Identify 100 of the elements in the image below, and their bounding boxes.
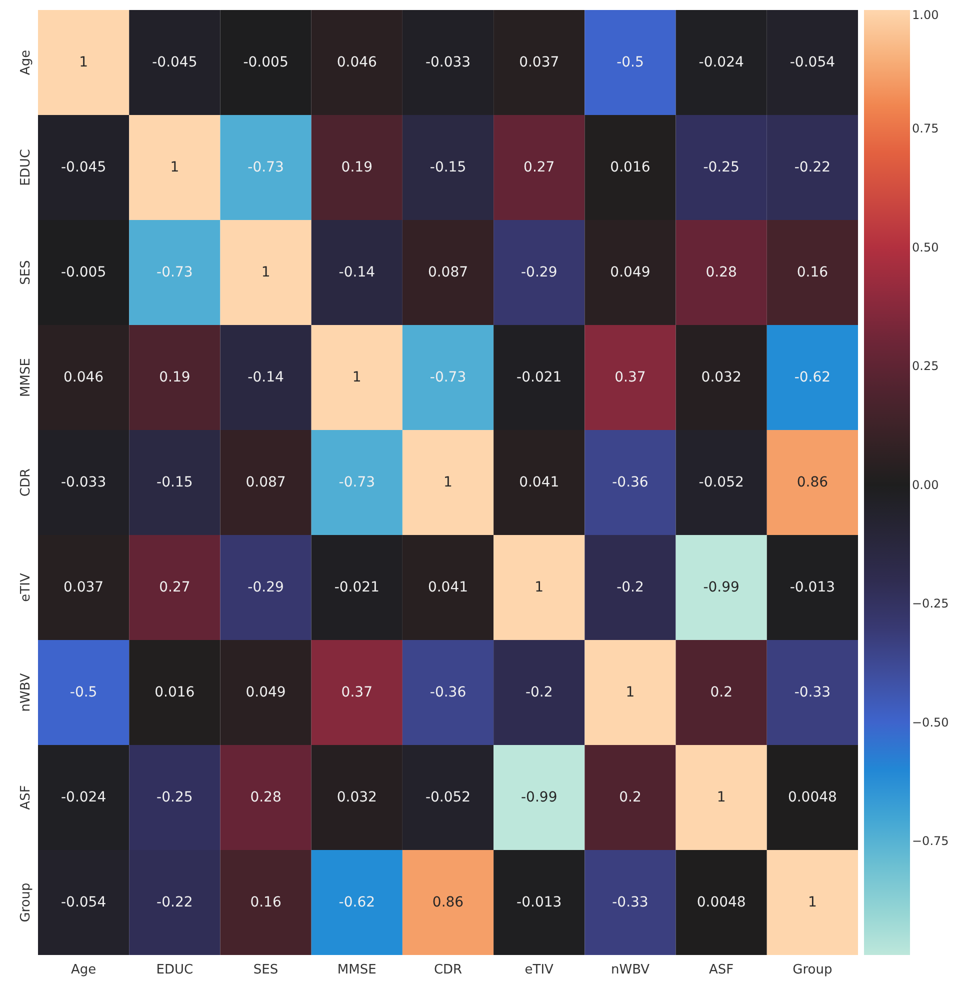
data-label: 0.087 <box>246 474 286 490</box>
data-label: -0.052 <box>425 790 471 806</box>
data-label: 0.0048 <box>788 790 837 806</box>
data-label: 0.19 <box>341 160 372 176</box>
y-tick-label: CDR <box>18 468 34 497</box>
data-label: 0.037 <box>64 580 104 596</box>
data-label: -0.25 <box>156 790 193 806</box>
data-label: 1 <box>170 160 180 176</box>
x-tick-label: ASF <box>709 962 734 978</box>
data-label: 1 <box>716 790 726 806</box>
data-label: -0.005 <box>243 54 288 70</box>
data-label: 0.2 <box>710 684 732 700</box>
data-label: 0.37 <box>341 684 372 700</box>
y-tick-label: Group <box>18 882 34 922</box>
x-tick-label: Group <box>792 962 832 978</box>
data-label: -0.22 <box>794 160 831 176</box>
data-label: 0.046 <box>64 370 104 386</box>
data-label: 1 <box>534 580 544 596</box>
data-label: 0.016 <box>610 160 650 176</box>
data-label: -0.005 <box>60 264 106 280</box>
data-label: 0.046 <box>336 54 378 70</box>
data-label: -0.73 <box>156 264 193 280</box>
y-tick-label: MMSE <box>18 358 34 397</box>
data-label: -0.25 <box>703 160 740 176</box>
data-label: 1 <box>444 474 452 490</box>
data-label: -0.021 <box>334 580 380 596</box>
data-label: -0.62 <box>794 370 831 386</box>
data-label: 0.049 <box>246 684 286 700</box>
data-label: 0.049 <box>610 264 650 280</box>
data-label: 0.037 <box>519 54 560 70</box>
data-label: -0.052 <box>698 474 744 490</box>
data-label: -0.14 <box>338 264 376 280</box>
data-label: -0.5 <box>616 54 644 70</box>
x-tick-label: MMSE <box>337 962 376 978</box>
data-label: -0.033 <box>425 54 471 70</box>
data-label: -0.33 <box>612 894 648 910</box>
y-tick-label: Age <box>18 50 34 76</box>
data-label: 0.28 <box>250 790 282 806</box>
data-label: 1 <box>261 264 270 280</box>
data-label: 0.28 <box>706 264 737 280</box>
x-tick-label: eTIV <box>524 962 554 978</box>
data-label: -0.73 <box>338 474 376 490</box>
data-label: 1 <box>352 370 362 386</box>
data-label: 0.19 <box>159 370 190 386</box>
data-label: 1 <box>79 54 88 70</box>
data-label: 0.0048 <box>696 894 746 910</box>
y-tick-label: SES <box>18 260 34 285</box>
data-label: 0.37 <box>614 370 646 386</box>
data-label: -0.013 <box>790 580 836 596</box>
color-bar-label: 0.50 <box>912 240 939 254</box>
color-bar-label: −0.75 <box>912 834 949 848</box>
data-label: -0.024 <box>60 790 106 806</box>
data-label: 0.16 <box>250 894 282 910</box>
x-tick-label: SES <box>253 962 278 978</box>
data-label: -0.29 <box>520 264 558 280</box>
data-label: -0.013 <box>516 894 562 910</box>
data-label: 0.016 <box>154 684 195 700</box>
data-label: -0.033 <box>60 474 106 490</box>
data-label: -0.73 <box>248 160 284 176</box>
data-label: 0.86 <box>796 474 828 490</box>
data-label: 0.032 <box>701 370 742 386</box>
y-tick-label: EDUC <box>18 149 34 186</box>
y-tick-label: nWBV <box>18 673 34 712</box>
data-label: 0.087 <box>428 264 468 280</box>
data-label: -0.045 <box>60 160 106 176</box>
data-label: 1 <box>626 684 635 700</box>
data-label: -0.14 <box>248 370 284 386</box>
data-label: -0.2 <box>616 580 644 596</box>
data-label: -0.62 <box>338 894 376 910</box>
data-label: -0.021 <box>516 370 562 386</box>
data-label: -0.29 <box>248 580 284 596</box>
color-bar-label: −0.50 <box>912 715 949 730</box>
data-label: -0.73 <box>430 370 466 386</box>
data-label: -0.15 <box>156 474 193 490</box>
data-label: 0.2 <box>619 790 642 806</box>
data-label: 0.041 <box>519 474 560 490</box>
data-label: -0.36 <box>612 474 648 490</box>
data-label: 0.16 <box>796 264 828 280</box>
color-bar-label: 0.75 <box>912 122 939 136</box>
x-tick-label: nWBV <box>610 962 650 978</box>
x-tick-label: CDR <box>434 962 462 978</box>
data-label: -0.2 <box>525 684 553 700</box>
data-label: -0.36 <box>430 684 466 700</box>
y-tick-label: ASF <box>18 785 34 810</box>
data-label: 0.86 <box>432 894 464 910</box>
data-label: -0.99 <box>703 580 740 596</box>
x-tick-label: EDUC <box>156 962 194 978</box>
data-label: 0.27 <box>524 160 555 176</box>
data-label: 0.27 <box>159 580 190 596</box>
y-tick-label: eTIV <box>18 573 34 602</box>
data-label: -0.054 <box>60 894 106 910</box>
color-bar-label: 0.25 <box>912 359 939 374</box>
data-label: -0.22 <box>156 894 193 910</box>
data-label: -0.33 <box>794 684 831 700</box>
data-label: 0.032 <box>336 790 377 806</box>
data-label: -0.99 <box>520 790 558 806</box>
data-label: -0.054 <box>790 54 836 70</box>
x-tick-label: Age <box>70 962 96 978</box>
data-label: -0.024 <box>698 54 744 70</box>
color-bar-label: −0.25 <box>912 596 949 611</box>
